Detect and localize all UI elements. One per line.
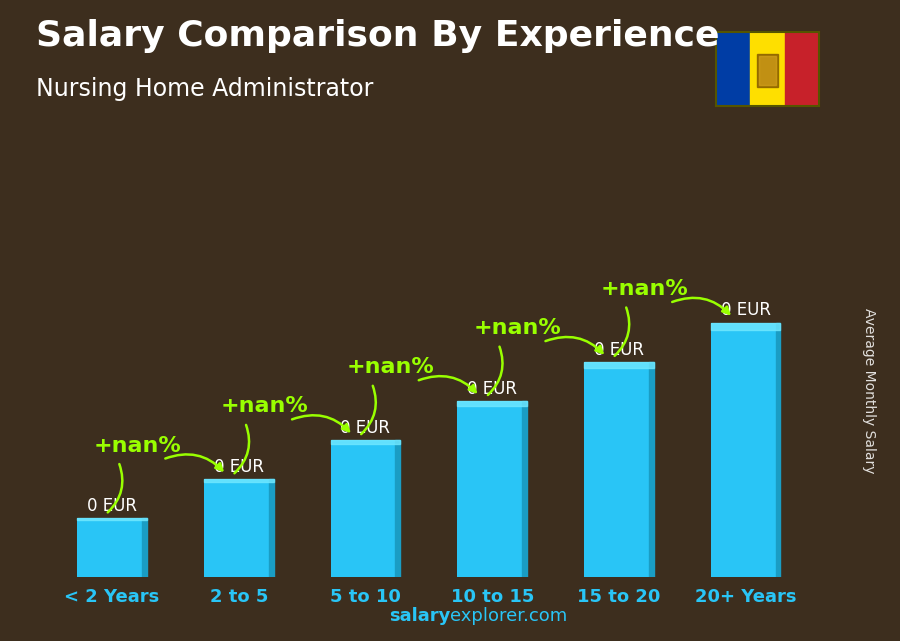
Bar (77, 518, 147, 520)
Bar (757, 54, 778, 87)
Text: 0 EUR: 0 EUR (87, 497, 137, 515)
Text: 0 EUR: 0 EUR (340, 419, 391, 437)
FancyBboxPatch shape (77, 518, 147, 577)
Text: Average Monthly Salary: Average Monthly Salary (861, 308, 876, 474)
Bar (142, 518, 147, 577)
Text: 0 EUR: 0 EUR (467, 379, 518, 397)
Text: 0 EUR: 0 EUR (721, 301, 770, 319)
Text: Nursing Home Administrator: Nursing Home Administrator (36, 77, 374, 101)
Bar (330, 440, 400, 444)
Bar (395, 440, 400, 577)
FancyBboxPatch shape (457, 401, 527, 577)
Text: +nan%: +nan% (94, 436, 181, 456)
Text: salary: salary (389, 607, 450, 625)
FancyBboxPatch shape (330, 440, 400, 577)
Bar (269, 479, 274, 577)
Text: +nan%: +nan% (346, 357, 435, 378)
Bar (785, 32, 819, 106)
Bar (776, 322, 780, 577)
Text: Salary Comparison By Experience: Salary Comparison By Experience (36, 19, 719, 53)
Text: explorer.com: explorer.com (450, 607, 567, 625)
Bar (522, 401, 527, 577)
Text: +nan%: +nan% (600, 279, 688, 299)
Bar (711, 322, 780, 330)
FancyBboxPatch shape (584, 362, 653, 577)
Bar (759, 56, 776, 85)
Text: +nan%: +nan% (473, 318, 562, 338)
Text: 0 EUR: 0 EUR (214, 458, 264, 476)
Bar (457, 401, 527, 406)
Bar (750, 32, 785, 106)
Bar (716, 32, 750, 106)
Bar (649, 362, 653, 577)
Bar (584, 362, 653, 368)
FancyBboxPatch shape (711, 322, 780, 577)
Bar (204, 479, 274, 482)
Text: +nan%: +nan% (220, 396, 308, 417)
Text: 0 EUR: 0 EUR (594, 340, 644, 358)
FancyBboxPatch shape (204, 479, 274, 577)
